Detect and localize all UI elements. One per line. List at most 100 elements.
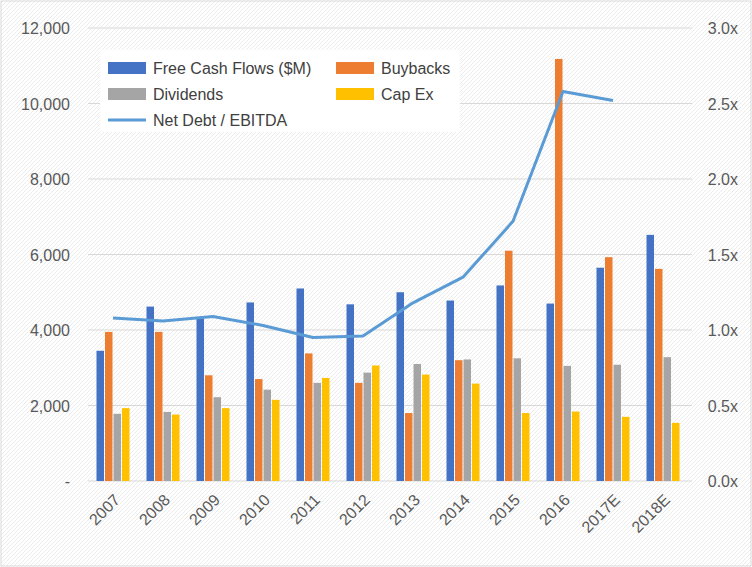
bar xyxy=(147,307,155,481)
y2-tick xyxy=(688,405,692,406)
x-tick-label: 2007 xyxy=(86,491,123,528)
x-tick-label: 2014 xyxy=(436,491,473,528)
y-tick-label: 4,000 xyxy=(30,322,70,339)
bar xyxy=(255,379,263,481)
legend-box xyxy=(100,50,460,132)
bar xyxy=(364,373,372,481)
y2-tick xyxy=(688,179,692,180)
legend-label: Buybacks xyxy=(381,60,450,77)
legend-swatch xyxy=(336,62,374,74)
bar xyxy=(297,288,305,481)
bar xyxy=(664,357,672,481)
bar xyxy=(164,412,172,481)
bar xyxy=(397,292,405,481)
legend-label: Free Cash Flows ($M) xyxy=(153,60,311,77)
x-tick-label: 2017E xyxy=(578,491,623,536)
grid-line xyxy=(88,254,688,255)
y-tick-label: 10,000 xyxy=(21,96,70,113)
bar xyxy=(547,304,555,481)
bar xyxy=(647,235,655,481)
y2-tick-label: 2.0x xyxy=(708,171,738,188)
bar xyxy=(272,400,280,481)
bar xyxy=(514,358,522,481)
legend-label: Net Debt / EBITDA xyxy=(153,112,288,129)
y2-tick xyxy=(688,254,692,255)
bar xyxy=(172,415,180,481)
bar xyxy=(472,384,480,481)
bar xyxy=(672,423,680,481)
y2-tick-label: 3.0x xyxy=(708,20,738,37)
x-tick-label: 2008 xyxy=(136,491,173,528)
y-tick-label: 6,000 xyxy=(30,247,70,264)
legend-label: Dividends xyxy=(153,86,223,103)
bar xyxy=(622,417,630,481)
x-tick-label: 2011 xyxy=(287,491,323,527)
x-tick-label: 2009 xyxy=(186,491,223,528)
bar xyxy=(555,59,563,481)
x-tick-label: 2016 xyxy=(536,491,573,528)
bar xyxy=(322,378,330,481)
bar xyxy=(105,332,113,481)
x-tick-label: 2012 xyxy=(336,491,373,528)
y2-tick-label: 0.5x xyxy=(708,398,738,415)
bar xyxy=(347,304,355,481)
y-tick-label: 12,000 xyxy=(21,20,70,37)
bar xyxy=(597,268,605,481)
bar xyxy=(614,365,622,481)
y2-tick-label: 2.5x xyxy=(708,96,738,113)
bar xyxy=(264,390,272,481)
bar xyxy=(422,375,430,481)
bar xyxy=(97,351,105,481)
plot-area xyxy=(88,28,688,481)
y2-tick-label: 1.5x xyxy=(708,247,738,264)
y-tick-label: 2,000 xyxy=(30,398,70,415)
chart: - 2,000 4,000 6,000 8,000 10,000 12,000 0.0x 0.5… xyxy=(0,0,752,567)
bar xyxy=(572,412,580,481)
y2-tick xyxy=(688,28,692,29)
legend-swatch xyxy=(336,88,374,100)
y2-tick xyxy=(688,481,692,482)
bar xyxy=(464,359,472,481)
bar xyxy=(205,375,213,481)
bar xyxy=(197,319,205,481)
bar xyxy=(155,332,163,481)
y-tick-label: - xyxy=(65,473,70,490)
background xyxy=(0,0,752,567)
x-tick-label: 2013 xyxy=(386,491,423,528)
legend-swatch xyxy=(108,119,146,122)
y2-tick-label: 0.0x xyxy=(708,473,738,490)
legend-swatch xyxy=(108,62,146,74)
bar xyxy=(314,383,322,481)
y-tick-label: 8,000 xyxy=(30,171,70,188)
x-tick-label: 2015 xyxy=(486,491,523,528)
chart-frame xyxy=(1,1,751,566)
bar xyxy=(564,366,572,481)
grid-line xyxy=(88,179,688,180)
bar xyxy=(372,365,380,481)
bar xyxy=(655,269,663,481)
bar xyxy=(214,397,222,481)
y2-tick xyxy=(688,330,692,331)
bar xyxy=(405,413,413,481)
grid-line xyxy=(88,28,688,29)
bar xyxy=(497,285,505,481)
bar xyxy=(447,301,455,481)
bar xyxy=(222,408,230,481)
legend: Free Cash Flows ($M) Buybacks Dividends Cap… xyxy=(100,50,460,132)
y2-tick xyxy=(688,103,692,104)
bar xyxy=(522,413,530,481)
bar xyxy=(247,302,255,481)
bar xyxy=(305,353,313,481)
bar xyxy=(505,251,513,481)
bar xyxy=(114,414,122,481)
bar xyxy=(605,257,613,481)
legend-label: Cap Ex xyxy=(381,86,433,103)
bar xyxy=(355,383,363,481)
legend-swatch xyxy=(108,88,146,100)
bar xyxy=(122,408,130,481)
x-tick-label: 2018E xyxy=(628,491,673,536)
x-tick-label: 2010 xyxy=(236,491,273,528)
bar xyxy=(414,364,422,481)
y2-tick-label: 1.0x xyxy=(708,322,738,339)
bar xyxy=(455,360,463,481)
